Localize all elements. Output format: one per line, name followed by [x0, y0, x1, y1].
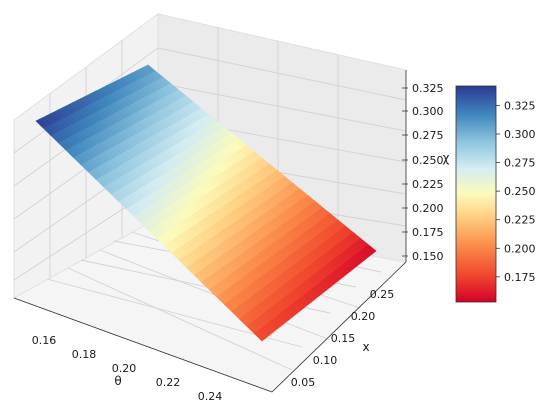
theta-tick-label: 0.24: [198, 390, 223, 403]
z-tick-label: 0.250: [412, 154, 444, 167]
x-axis-label: x: [362, 340, 369, 354]
colorbar: [455, 85, 497, 303]
x-axis-line: [271, 261, 407, 393]
theta-tick-labels: 0.16 0.18 0.20 0.22 0.24: [32, 334, 223, 403]
z-tick-label: 0.150: [412, 250, 444, 263]
theta-tick-label: 0.22: [156, 376, 181, 389]
x-tick-labels: 0.05 0.10 0.15 0.20 0.25: [291, 288, 395, 389]
z-tick-labels: 0.150 0.175 0.200 0.225 0.250 0.275 0.300 0.325: [402, 82, 444, 263]
theta-axis-line: [13, 297, 273, 393]
colorbar-tick-label: 0.300: [504, 128, 536, 141]
x-tick-label: 0.15: [331, 332, 356, 345]
colorbar-tick-label: 0.200: [504, 242, 536, 255]
z-tick-label: 0.325: [412, 82, 444, 95]
z-tick-label: 0.175: [412, 226, 444, 239]
theta-tick-label: 0.16: [32, 334, 57, 347]
z-tick-label: 0.275: [412, 129, 444, 142]
z-tick-label: 0.300: [412, 105, 444, 118]
x-tick-label: 0.05: [291, 376, 316, 389]
colorbar-tick-label: 0.325: [504, 99, 536, 112]
z-axis-label: χ: [443, 151, 450, 165]
theta-tick-label: 0.20: [112, 362, 137, 375]
surface-mesh: [35, 64, 377, 342]
colorbar-tick-label: 0.275: [504, 157, 536, 170]
theta-tick-label: 0.18: [72, 348, 97, 361]
x-tick-label: 0.25: [370, 288, 395, 301]
x-tick-label: 0.20: [351, 310, 376, 323]
z-tick-label: 0.225: [412, 178, 444, 191]
colorbar-tick-label: 0.250: [504, 185, 536, 198]
surface-cell: [254, 330, 267, 342]
colorbar-tick-label: 0.175: [504, 271, 536, 284]
colorbar-tick-labels: 0.175 0.200 0.225 0.250 0.275 0.300 0.325: [496, 99, 536, 284]
theta-axis-label: θ: [114, 374, 121, 388]
colorbar-tick-label: 0.225: [504, 214, 536, 227]
x-tick-label: 0.10: [313, 354, 338, 367]
z-tick-label: 0.200: [412, 202, 444, 215]
